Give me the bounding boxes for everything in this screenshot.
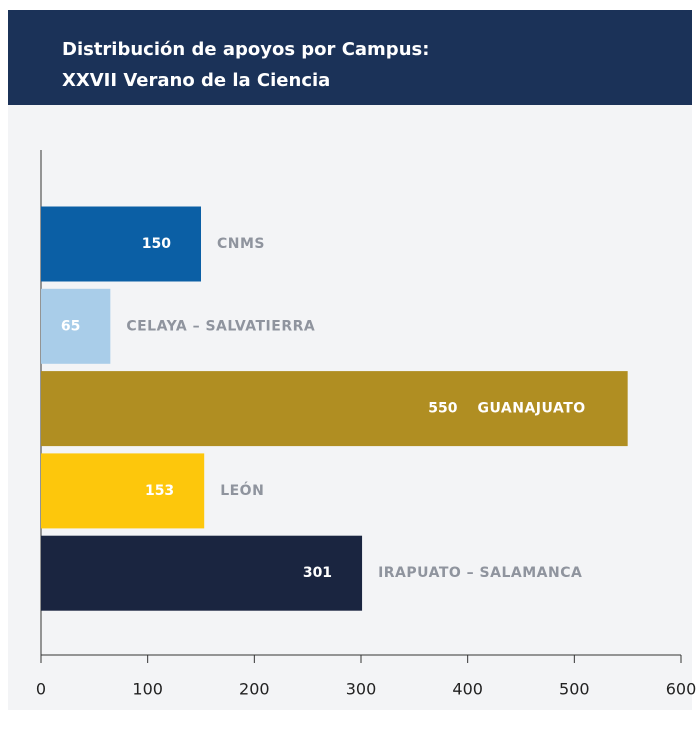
x-tick-label: 100 [132, 680, 163, 699]
x-tick-label: 600 [666, 680, 697, 699]
value-label: 153 [145, 483, 174, 499]
chart-title: Distribución de apoyos por Campus: [62, 39, 429, 60]
bar [41, 206, 201, 282]
category-label: IRAPUATO – SALAMANCA [378, 565, 582, 581]
category-label: CNMS [217, 236, 265, 252]
chart-title: XXVII Verano de la Ciencia [62, 70, 330, 91]
value-label: 65 [61, 318, 80, 334]
value-label: 150 [142, 236, 171, 252]
x-tick-label: 300 [346, 680, 377, 699]
bar [41, 535, 363, 611]
category-label: LEÓN [220, 481, 264, 499]
value-label: 550 [428, 401, 457, 417]
x-tick-label: 400 [452, 680, 483, 699]
x-tick-label: 200 [239, 680, 270, 699]
value-label: 301 [303, 565, 332, 581]
x-tick-label: 500 [559, 680, 590, 699]
bar [41, 288, 111, 364]
x-tick-label: 0 [36, 680, 46, 699]
bar [41, 453, 205, 529]
header [8, 10, 692, 105]
category-label: CELAYA – SALVATIERRA [126, 318, 315, 334]
bar [41, 371, 628, 447]
category-label: GUANAJUATO [477, 401, 585, 417]
